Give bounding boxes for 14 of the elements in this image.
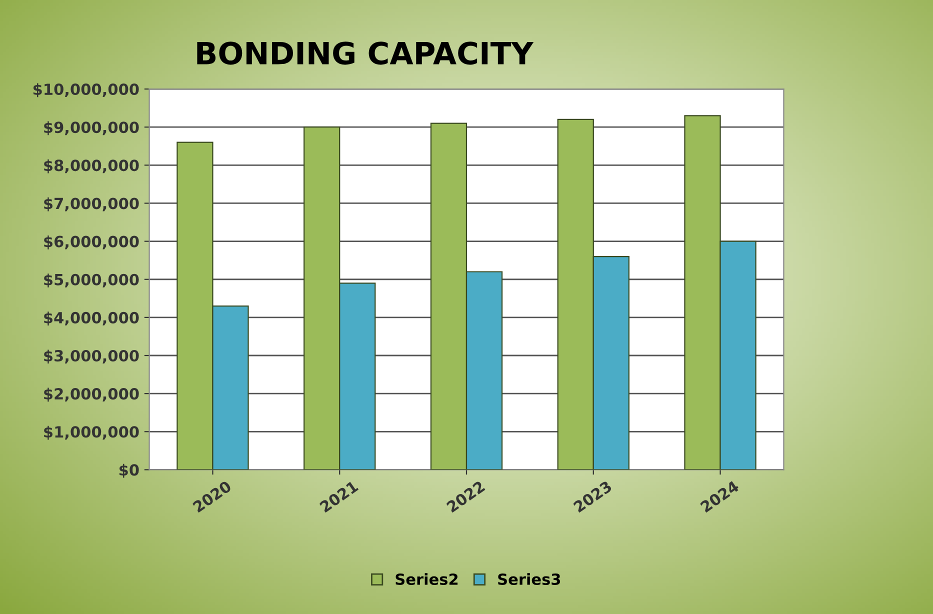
y-tick-label: $6,000,000 [44,236,139,250]
y-tick-label: $7,000,000 [44,197,139,212]
y-tick-label: $9,000,000 [44,121,139,136]
y-tick-label: $10,000,000 [33,83,139,98]
chart-title: BONDING CAPACITY [197,42,534,65]
y-tick-label: $4,000,000 [44,312,139,326]
y-tick-label: $1,000,000 [44,426,139,440]
y-tick-label: $0 [119,464,139,478]
legend-label: Series3 [498,573,560,586]
y-tick-label: $2,000,000 [44,388,139,402]
legend-label: Series2 [396,573,458,586]
y-tick-label: $5,000,000 [44,274,139,288]
y-tick-label: $8,000,000 [44,159,139,174]
y-tick-label: $3,000,000 [44,350,139,364]
